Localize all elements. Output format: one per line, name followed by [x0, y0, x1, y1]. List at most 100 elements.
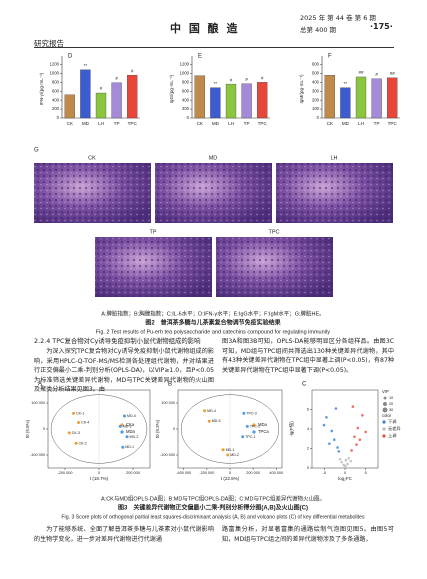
y-tick-label: 0: [57, 115, 60, 120]
page-number: ·175·: [370, 22, 393, 31]
x-tick-label: -200 000: [199, 471, 214, 475]
bar: [241, 83, 252, 119]
x-tick-label: 0: [229, 471, 231, 475]
paragraph: 图3A和图3B可知，OPLS-DA能够明显区分各组样品。由图3C可知，MD组与T…: [222, 338, 394, 374]
point-label: MD-5: [212, 419, 221, 423]
y-tick-label: 800: [182, 79, 190, 84]
point: [118, 424, 122, 428]
point: [121, 445, 125, 449]
point-label: MD-1: [226, 448, 235, 452]
histology-texture: [216, 237, 333, 297]
significance: **: [214, 81, 218, 86]
legend-label: MDa: [258, 422, 268, 427]
x-tick-label: -5: [323, 471, 326, 475]
point-label: CK-2: [79, 441, 87, 445]
panel-label: A: [38, 382, 42, 388]
x-tick-label: TPC: [128, 121, 138, 126]
point: [207, 419, 211, 423]
point-label: MD-4: [207, 409, 216, 413]
legend-label: 上调: [388, 432, 396, 439]
point: [123, 414, 126, 418]
x-tick-label: MD: [82, 121, 90, 126]
paragraph: 为了能够系统、全面了解普洱茶多糖与儿茶素对小鼠代谢影响的生物学变化，进一步对差异…: [34, 526, 214, 543]
y-tick-label: 300: [312, 88, 320, 93]
legend-title: color: [382, 413, 392, 418]
point-label: MD-2: [130, 435, 139, 439]
significance: #: [245, 77, 248, 82]
y-axis-title: IFN-γ/(pg·mL⁻¹): [39, 72, 44, 105]
point: [356, 426, 360, 430]
point-label: MD-1: [125, 445, 134, 449]
y-axis-title: t0 (9.8%): [25, 419, 30, 438]
paragraph: 路富集分析，对显著富集的通路绘制气泡图见图5。由图5可知，MD组与TPC组之间的…: [222, 526, 394, 543]
panel-label: F: [328, 54, 332, 60]
section-heading: 2.2.4 TPC复合物对Cy诱导免疫抑制小鼠代谢物组成的影响: [34, 337, 201, 345]
legend-label: 下调: [388, 418, 396, 425]
y-tick-label: 1000: [50, 70, 60, 75]
vip-size: [383, 396, 387, 400]
x-tick-label: TPC: [258, 121, 268, 126]
bar: [355, 76, 367, 119]
point: [344, 458, 348, 462]
point-label: TPC-1: [245, 435, 255, 439]
point: [328, 442, 331, 445]
y-tick-label: 200: [312, 97, 320, 102]
header-rule: [34, 47, 394, 48]
panel-label: G: [34, 148, 39, 154]
panel-label: C: [302, 382, 307, 388]
point: [334, 407, 338, 410]
image-label: MD: [209, 155, 218, 161]
x-tick-label: CK: [67, 121, 74, 126]
legend-label: 无差异: [388, 425, 401, 432]
y-tick-label: 600: [182, 88, 190, 93]
vip-size-label: 20: [389, 402, 393, 406]
legend-title: VIP: [382, 389, 389, 394]
significance: #: [100, 86, 103, 91]
point: [340, 460, 344, 464]
x-tick-label: TP: [374, 121, 380, 126]
image-label: LH: [330, 155, 337, 161]
vip-size-label: 30: [389, 408, 393, 412]
plot-frame: [311, 389, 379, 469]
x-tick-label: -400 000: [176, 471, 191, 475]
x-axis-title: log₂FC: [338, 476, 353, 481]
image-label: TPC: [269, 229, 280, 235]
point-label: MD-4: [127, 414, 136, 418]
x-tick-label: 200 000: [246, 471, 260, 475]
vip-size: [382, 401, 388, 407]
bar: [324, 75, 335, 119]
y-axis-title: IgM/(pg·mL⁻¹): [299, 74, 304, 103]
bar: [95, 92, 107, 119]
point: [351, 405, 355, 408]
point-label: TPC-2: [250, 424, 260, 428]
x-tick-label: TP: [114, 121, 120, 126]
x-tick-label: -200 000: [58, 471, 73, 475]
y-tick-label: 100 000: [31, 401, 45, 405]
x-axis-title: t (22.5%): [221, 476, 240, 481]
x-tick-label: 0: [344, 471, 346, 475]
point: [322, 423, 326, 427]
fig3-caption-en: Fig. 3 Score plots of orthogonal partial…: [61, 514, 365, 520]
fig2-note: A:脾脏指数；B:胸腺指数；C:IL-6水平；D:IFN-γ水平；E:IgG水平…: [101, 309, 324, 317]
x-tick-label: LH: [358, 121, 364, 126]
y-tick-label: 1200: [50, 62, 60, 67]
x-tick-label: 200 000: [126, 471, 140, 475]
total-issue: 总第 400 期: [300, 26, 337, 34]
x-tick-label: TPC: [388, 121, 398, 126]
point: [344, 464, 347, 468]
y-axis-title: IgG/(pg·mL⁻¹): [169, 74, 174, 103]
point-label: TPC-3: [246, 411, 256, 415]
y-tick-label: 400: [182, 97, 190, 102]
legend-swatch: [252, 423, 256, 427]
point: [346, 462, 349, 466]
image-label: TP: [149, 229, 156, 235]
histology-texture: [34, 163, 151, 223]
point-label: CK-4: [81, 420, 89, 424]
significance: #: [115, 76, 118, 81]
y-tick-label: 2: [307, 447, 309, 451]
y-tick-label: -100 000: [160, 453, 175, 457]
point-label: CK-1: [76, 411, 84, 415]
fig2-caption-en: Fig. 2 Test results of Pu-erh tea polysa…: [96, 329, 331, 335]
point: [349, 459, 353, 463]
